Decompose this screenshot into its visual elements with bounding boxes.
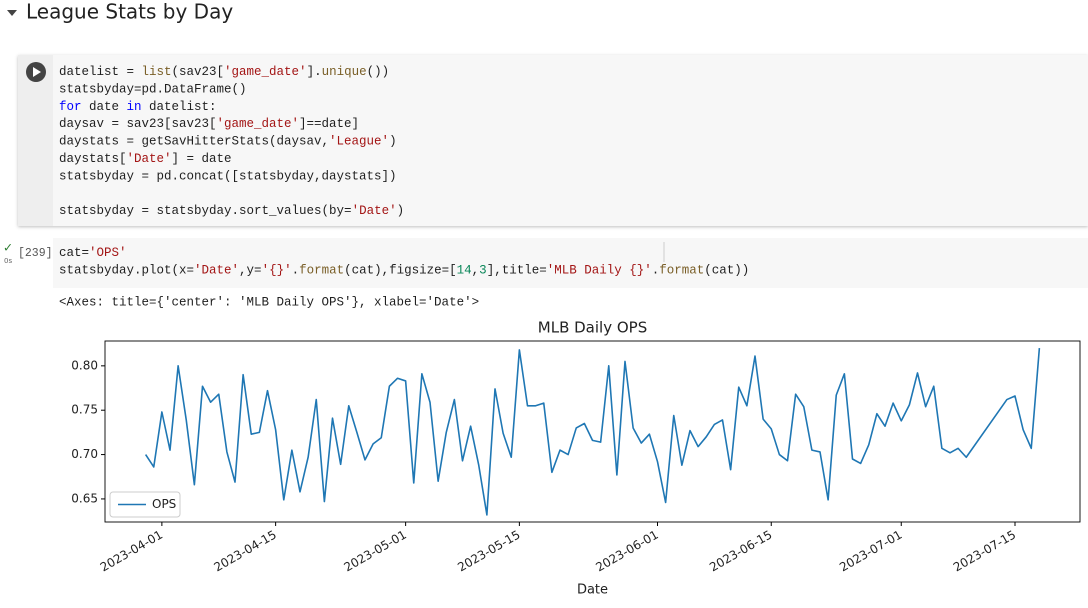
code-line: daystats = getSavHitterStats(daysav,'Lea… (59, 135, 397, 149)
code-line: statsbyday.plot(x='Date',y='{}'.format(c… (59, 264, 749, 278)
x-tick-label: 2023-04-01 (98, 528, 165, 575)
code-line: datelist = list(sav23['game_date'].uniqu… (59, 65, 389, 79)
x-tick-label: 2023-06-15 (707, 528, 774, 575)
code-line: statsbyday=pd.DataFrame() (59, 83, 247, 97)
cell-gutter (18, 55, 53, 226)
x-tick-label: 2023-05-01 (341, 528, 408, 575)
x-tick-label: 2023-06-01 (593, 528, 660, 575)
section-title: League Stats by Day (26, 0, 233, 24)
code-line: statsbyday = pd.concat([statsbyday,dayst… (59, 170, 397, 184)
run-icon (33, 67, 41, 77)
code-cell[interactable] (53, 238, 1088, 288)
y-tick-label: 0.80 (71, 358, 98, 372)
collapse-arrow[interactable] (7, 10, 17, 16)
x-axis-label: Date (577, 583, 608, 598)
y-tick-label: 0.65 (71, 491, 98, 505)
code-line: daysav = sav23[sav23['game_date']==date] (59, 117, 359, 131)
cell-output: <Axes: title={'center': 'MLB Daily OPS'}… (59, 295, 479, 309)
x-tick-label: 2023-05-15 (455, 528, 522, 575)
code-line: for date in datelist: (59, 100, 217, 114)
plot-frame (104, 340, 1081, 523)
x-tick-label: 2023-07-01 (837, 528, 904, 575)
y-tick-label: 0.75 (71, 403, 98, 417)
x-tick-label: 2023-07-15 (951, 528, 1018, 575)
exec-count: [239] (18, 247, 53, 260)
y-tick-label: 0.70 (71, 447, 98, 461)
run-time: 0s (4, 257, 12, 265)
run-status: ✓ (3, 241, 13, 255)
code-line: statsbyday = statsbyday.sort_values(by='… (59, 204, 404, 218)
data-line (144, 348, 1041, 516)
code-line: cat='OPS' (59, 246, 127, 260)
x-tick-label: 2023-04-15 (211, 528, 278, 575)
code-line: daystats['Date'] = date (59, 152, 232, 166)
legend-label: OPS (152, 497, 176, 511)
chart-title: MLB Daily OPS (538, 319, 647, 337)
code-cell[interactable] (18, 55, 1088, 226)
